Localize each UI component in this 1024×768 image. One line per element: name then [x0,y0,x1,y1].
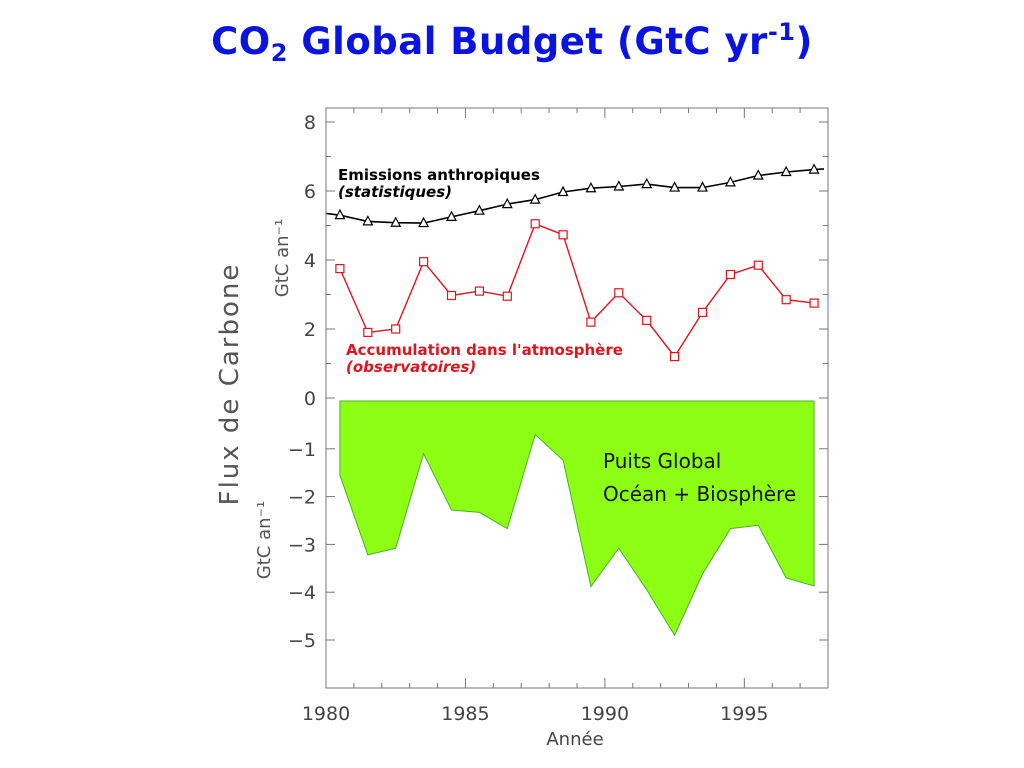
slide-title: CO2 Global Budget (GtC yr-1) [0,18,1024,67]
x-tick-label: 1990 [581,703,629,725]
accumulation-point [502,291,512,301]
emissions-point [501,197,513,209]
accumulation-point [530,219,540,229]
accumulation-point [809,298,819,308]
emissions-line [325,168,825,224]
emissions-point [418,216,430,228]
y-axis-label: Flux de Carbone [215,263,245,506]
emissions-point [473,204,485,215]
y-tick-label: 8 [304,112,316,134]
x-tick-label: 1995 [720,703,768,725]
line-layer [325,163,825,362]
y-tick-label: 6 [304,181,316,203]
title-subscript: 2 [270,39,288,67]
emissions-point [613,180,625,191]
accumulation-point [335,264,345,274]
y-tick-label: −2 [288,487,316,509]
accumulation-point [753,260,763,270]
y-tick-label: 4 [304,250,316,272]
emissions-point [780,165,792,177]
emissions-point [752,169,764,180]
accumulation-point [558,230,568,240]
title-main: Global Budget (GtC yr [287,20,768,63]
accumulation-point [474,286,484,296]
emissions-point [446,210,457,221]
x-tick-label: 1985 [441,703,489,725]
legend-sink: Puits Global [603,449,721,473]
accumulation-point [391,324,401,334]
emissions-point [724,176,736,187]
legend-emissions-note: (statistiques) [338,183,452,201]
accumulation-point [586,317,596,327]
lower-unit-label: GtC an⁻¹ [254,501,275,579]
y-tick-label: −4 [288,582,316,604]
accumulation-point [697,307,708,317]
emissions-point [390,216,402,227]
y-tick-label: 0 [304,388,316,410]
emissions-point [557,185,569,197]
y-tick-label: 2 [304,319,316,341]
accumulation-point [363,327,373,337]
emissions-point [669,181,681,192]
emissions-point [585,181,597,193]
x-tick-label: 1980 [302,703,350,725]
tick-layer: 8 6 4 2 0 −1 −2 −3 −4 −5 1980 1985 1990 1995 [288,108,828,725]
accumulation-point [446,290,457,301]
legend-accumulation-note: (observatoires) [346,358,476,376]
sink-area [339,400,815,637]
y-tick-label: −3 [288,534,316,556]
emissions-point [529,193,541,204]
title-prefix: CO [211,20,271,63]
accumulation-point [642,315,652,325]
accumulation-point [669,352,680,362]
x-axis-label: Année [546,729,603,750]
accumulation-point [614,288,624,298]
legend-accumulation: Accumulation dans l'atmosphère [346,341,623,359]
title-suffix: ) [795,20,813,63]
emissions-point [641,177,653,189]
emissions-point [334,208,346,220]
accumulation-point [725,269,736,280]
accumulation-line [339,222,815,358]
emissions-point [697,181,708,192]
accumulation-point [781,295,791,305]
legend-sink-note: Océan + Biosphère [603,482,796,506]
emissions-point [362,215,374,226]
emissions-point [808,163,820,174]
accumulation-point [419,257,429,267]
title-superscript: -1 [767,18,796,46]
legend-emissions: Emissions anthropiques [338,166,540,184]
area-layer [339,400,815,637]
y-tick-label: −5 [288,630,316,652]
y-tick-label: −1 [288,439,316,461]
upper-unit-label: GtC an⁻¹ [272,219,293,297]
